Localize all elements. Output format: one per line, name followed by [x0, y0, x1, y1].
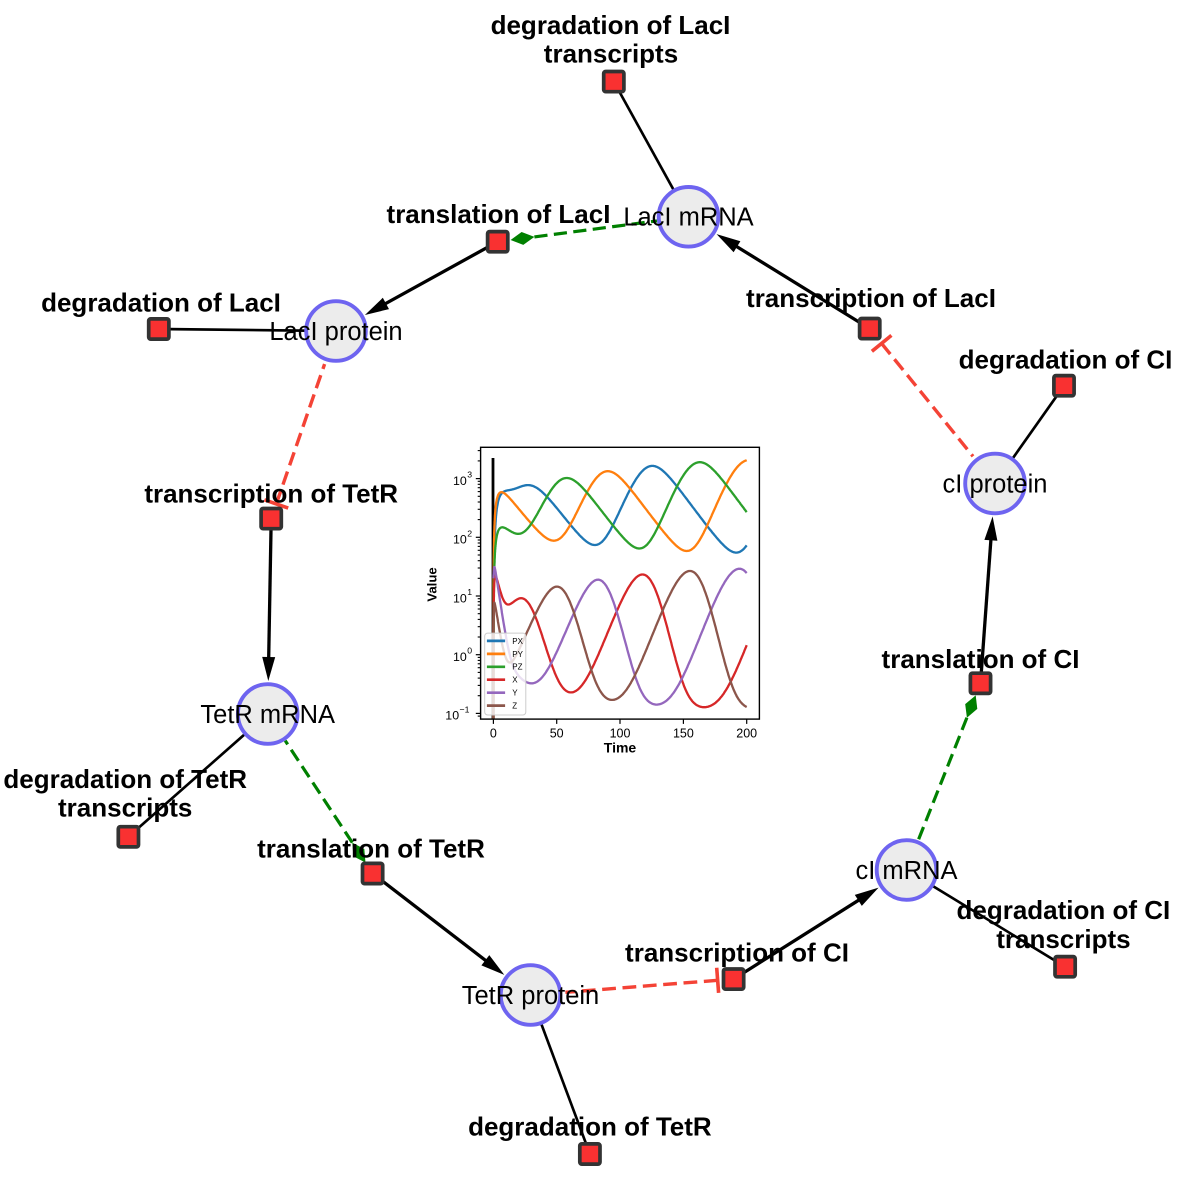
svg-text:X: X [512, 676, 518, 685]
svg-text:Time: Time [604, 740, 637, 756]
svg-text:transcription of LacI: transcription of LacI [746, 283, 996, 313]
svg-text:TetR mRNA: TetR mRNA [200, 701, 335, 729]
svg-text:cI protein: cI protein [943, 470, 1048, 498]
svg-text:transcripts: transcripts [996, 924, 1130, 954]
svg-text:0: 0 [467, 646, 472, 656]
svg-text:10: 10 [453, 474, 467, 488]
svg-text:Y: Y [512, 689, 518, 698]
svg-text:0: 0 [490, 727, 497, 741]
svg-text:degradation of LacI: degradation of LacI [491, 10, 731, 40]
svg-text:degradation of TetR: degradation of TetR [468, 1112, 712, 1142]
svg-text:transcripts: transcripts [58, 792, 192, 822]
svg-text:translation of LacI: translation of LacI [387, 199, 611, 229]
svg-text:10: 10 [453, 650, 467, 664]
svg-text:translation of CI: translation of CI [882, 644, 1080, 674]
svg-text:cI mRNA: cI mRNA [856, 857, 958, 885]
svg-text:PZ: PZ [512, 663, 522, 672]
svg-text:degradation of CI: degradation of CI [957, 895, 1171, 925]
svg-text:Value: Value [425, 567, 440, 601]
svg-text:degradation of TetR: degradation of TetR [3, 764, 247, 794]
svg-text:150: 150 [673, 727, 694, 741]
svg-text:transcription of TetR: transcription of TetR [144, 478, 398, 508]
svg-text:LacI mRNA: LacI mRNA [623, 204, 753, 232]
svg-text:10: 10 [445, 709, 459, 723]
svg-text:3: 3 [467, 470, 472, 480]
svg-text:10: 10 [453, 533, 467, 547]
svg-text:degradation of LacI: degradation of LacI [41, 288, 281, 318]
svg-text:transcripts: transcripts [544, 39, 678, 69]
svg-text:LacI protein: LacI protein [269, 318, 402, 346]
svg-text:transcription of CI: transcription of CI [625, 938, 849, 968]
svg-text:TetR protein: TetR protein [462, 982, 600, 1010]
svg-text:translation of TetR: translation of TetR [257, 834, 485, 864]
svg-text:PY: PY [512, 650, 523, 659]
svg-text:Z: Z [512, 702, 517, 711]
svg-text:−1: −1 [460, 704, 470, 714]
svg-text:PX: PX [512, 637, 523, 646]
svg-text:2: 2 [467, 528, 472, 538]
svg-text:100: 100 [610, 727, 631, 741]
svg-text:50: 50 [550, 727, 564, 741]
svg-text:200: 200 [736, 727, 757, 741]
svg-text:1: 1 [467, 587, 472, 597]
svg-text:degradation of CI: degradation of CI [959, 345, 1173, 375]
svg-text:10: 10 [453, 591, 467, 605]
